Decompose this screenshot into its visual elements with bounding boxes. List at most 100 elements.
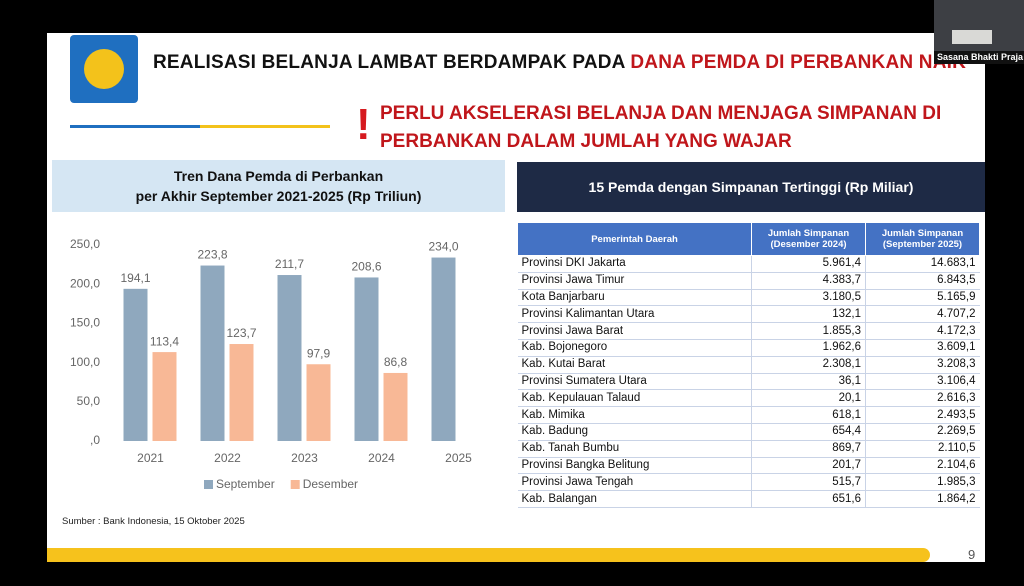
table-cell: 2.493,5 [865, 406, 980, 424]
alert-icon: ! [356, 100, 371, 149]
data-label: 86,8 [384, 355, 408, 369]
table-cell: 20,1 [751, 389, 866, 408]
table-cell: 869,7 [751, 440, 866, 458]
x-tick-label: 2022 [214, 451, 241, 465]
y-tick-label: ,0 [90, 433, 100, 447]
bar [306, 364, 331, 441]
table-cell: 2.308,1 [751, 356, 866, 374]
table-cell: Kab. Balangan [517, 490, 752, 508]
alert-line: PERLU AKSELERASI BELANJA DAN MENJAGA SIM… [380, 103, 942, 124]
table-cell: 3.106,4 [865, 373, 980, 391]
bar [383, 372, 408, 441]
table-body: Provinsi DKI Jakarta 5.961,4 14.683,1 Provi… [517, 255, 980, 508]
title-text: REALISASI BELANJA LAMBAT BERDAMPAK PADA [153, 52, 631, 73]
table-row: Provinsi Jawa Timur 4.383,7 6.843,5 [517, 272, 980, 290]
y-tick-label: 150,0 [70, 316, 100, 330]
chart-subtitle: per Akhir September 2021-2025 (Rp Triliu… [135, 188, 422, 204]
page-number: 9 [968, 547, 976, 562]
data-label: 194,1 [120, 271, 150, 285]
bar [152, 352, 177, 441]
data-label: 113,4 [150, 334, 179, 348]
table-title: 15 Pemda dengan Simpanan Tertinggi (Rp M… [517, 162, 985, 212]
table-cell: Kab. Tanah Bumbu [517, 440, 752, 458]
table-row: Kab. Balangan 651,6 1.864,2 [517, 490, 980, 508]
data-label: 223,8 [197, 248, 227, 262]
table-cell: Kab. Kutai Barat [517, 356, 752, 374]
table-cell: Kab. Mimika [517, 406, 752, 424]
legend-label: September [216, 477, 275, 491]
table-cell: 6.843,5 [865, 272, 980, 290]
data-label: 208,6 [351, 260, 381, 274]
table-cell: 1.985,3 [865, 473, 980, 492]
source: Sumber : Bank Indonesia, 15 Oktober 2025 [62, 516, 245, 527]
bar [229, 344, 254, 441]
data-label: 211,7 [275, 257, 304, 271]
bar [431, 257, 456, 441]
table-row: Kab. Badung 654,4 2.269,5 [517, 423, 980, 441]
table-cell: 5.165,9 [865, 289, 980, 307]
data-label: 123,7 [226, 326, 256, 340]
legend-swatch [290, 480, 300, 489]
legend-label: Desember [303, 477, 358, 491]
x-tick-label: 2025 [445, 451, 472, 465]
table-cell: Provinsi Jawa Tengah [517, 473, 752, 492]
chart-title-box: Tren Dana Pemda di Perbankan per Akhir Se… [52, 160, 505, 212]
bar [354, 277, 379, 441]
table-cell: 36,1 [751, 373, 866, 391]
footer-bar [47, 548, 930, 562]
table-cell: 4.383,7 [751, 272, 866, 290]
y-tick-label: 200,0 [70, 276, 100, 290]
legend-swatch [204, 480, 213, 489]
table-cell: Kab. Badung [517, 423, 752, 441]
column-header: Jumlah Simpanan (Desember 2024) [751, 222, 866, 256]
table-row: Provinsi Jawa Tengah 515,7 1.985,3 [517, 473, 980, 492]
x-tick-label: 2024 [368, 451, 395, 465]
data-label: 234,0 [428, 240, 458, 254]
table-row: Provinsi DKI Jakarta 5.961,4 14.683,1 [517, 255, 980, 273]
column-header: Jumlah Simpanan (September 2025) [865, 222, 980, 256]
chart: ,0 50,0 100,0 150,0 200,0 250,0 2021 194,1 113,4… [70, 237, 472, 491]
table-row: Kota Banjarbaru 3.180,5 5.165,9 [517, 289, 980, 307]
table-cell: Provinsi DKI Jakarta [517, 255, 752, 273]
table-row: Provinsi Kalimantan Utara 132,1 4.707,2 [517, 305, 980, 324]
webcam-desk [952, 30, 992, 44]
table: Pemerintah Daerah Jumlah Simpanan (Desemb… [517, 222, 980, 508]
table-cell: Provinsi Jawa Timur [517, 272, 752, 290]
table-cell: 14.683,1 [865, 255, 980, 273]
logo-emblem [84, 49, 124, 89]
table-row: Kab. Tanah Bumbu 869,7 2.110,5 [517, 440, 980, 458]
table-cell: 1.864,2 [865, 490, 980, 508]
chart-title: Tren Dana Pemda di Perbankan [173, 168, 384, 184]
table-row: Kab. Mimika 618,1 2.493,5 [517, 406, 980, 424]
webcam: Sasana Bhakti Praja [934, 0, 1024, 64]
column-header: Pemerintah Daerah [517, 222, 752, 256]
table-cell: 1.962,6 [751, 339, 866, 357]
y-tick-label: 100,0 [70, 355, 100, 369]
table-row: Provinsi Sumatera Utara 36,1 3.106,4 [517, 373, 980, 391]
table-cell: 3.208,3 [865, 356, 980, 374]
table-row: Kab. Kutai Barat 2.308,1 3.208,3 [517, 356, 980, 374]
table-cell: Provinsi Bangka Belitung [517, 457, 752, 475]
table-cell: 3.609,1 [865, 339, 980, 357]
data-label: 97,9 [307, 346, 331, 360]
table-cell: 132,1 [751, 305, 866, 324]
table-cell: Kota Banjarbaru [517, 289, 752, 307]
webcam-label: Sasana Bhakti Praja [934, 51, 1024, 64]
table-cell: 2.104,6 [865, 457, 980, 475]
bar [200, 265, 225, 441]
table-cell: 515,7 [751, 473, 866, 492]
table-cell: Kab. Kepulauan Talaud [517, 389, 752, 408]
table-cell: 3.180,5 [751, 289, 866, 307]
table-cell: 5.961,4 [751, 255, 866, 273]
table-row: Kab. Kepulauan Talaud 20,1 2.616,3 [517, 389, 980, 408]
table-cell: 618,1 [751, 406, 866, 424]
table-cell: Kab. Bojonegoro [517, 339, 752, 357]
logo [70, 35, 138, 103]
alert-line: PERBANKAN DALAM JUMLAH YANG WAJAR [380, 131, 792, 152]
table-cell: 4.172,3 [865, 322, 980, 340]
y-tick-label: 50,0 [77, 394, 101, 408]
table-cell: 1.855,3 [751, 322, 866, 340]
table-cell: Provinsi Sumatera Utara [517, 373, 752, 391]
header-row: Pemerintah Daerah Jumlah Simpanan (Desemb… [517, 222, 980, 256]
